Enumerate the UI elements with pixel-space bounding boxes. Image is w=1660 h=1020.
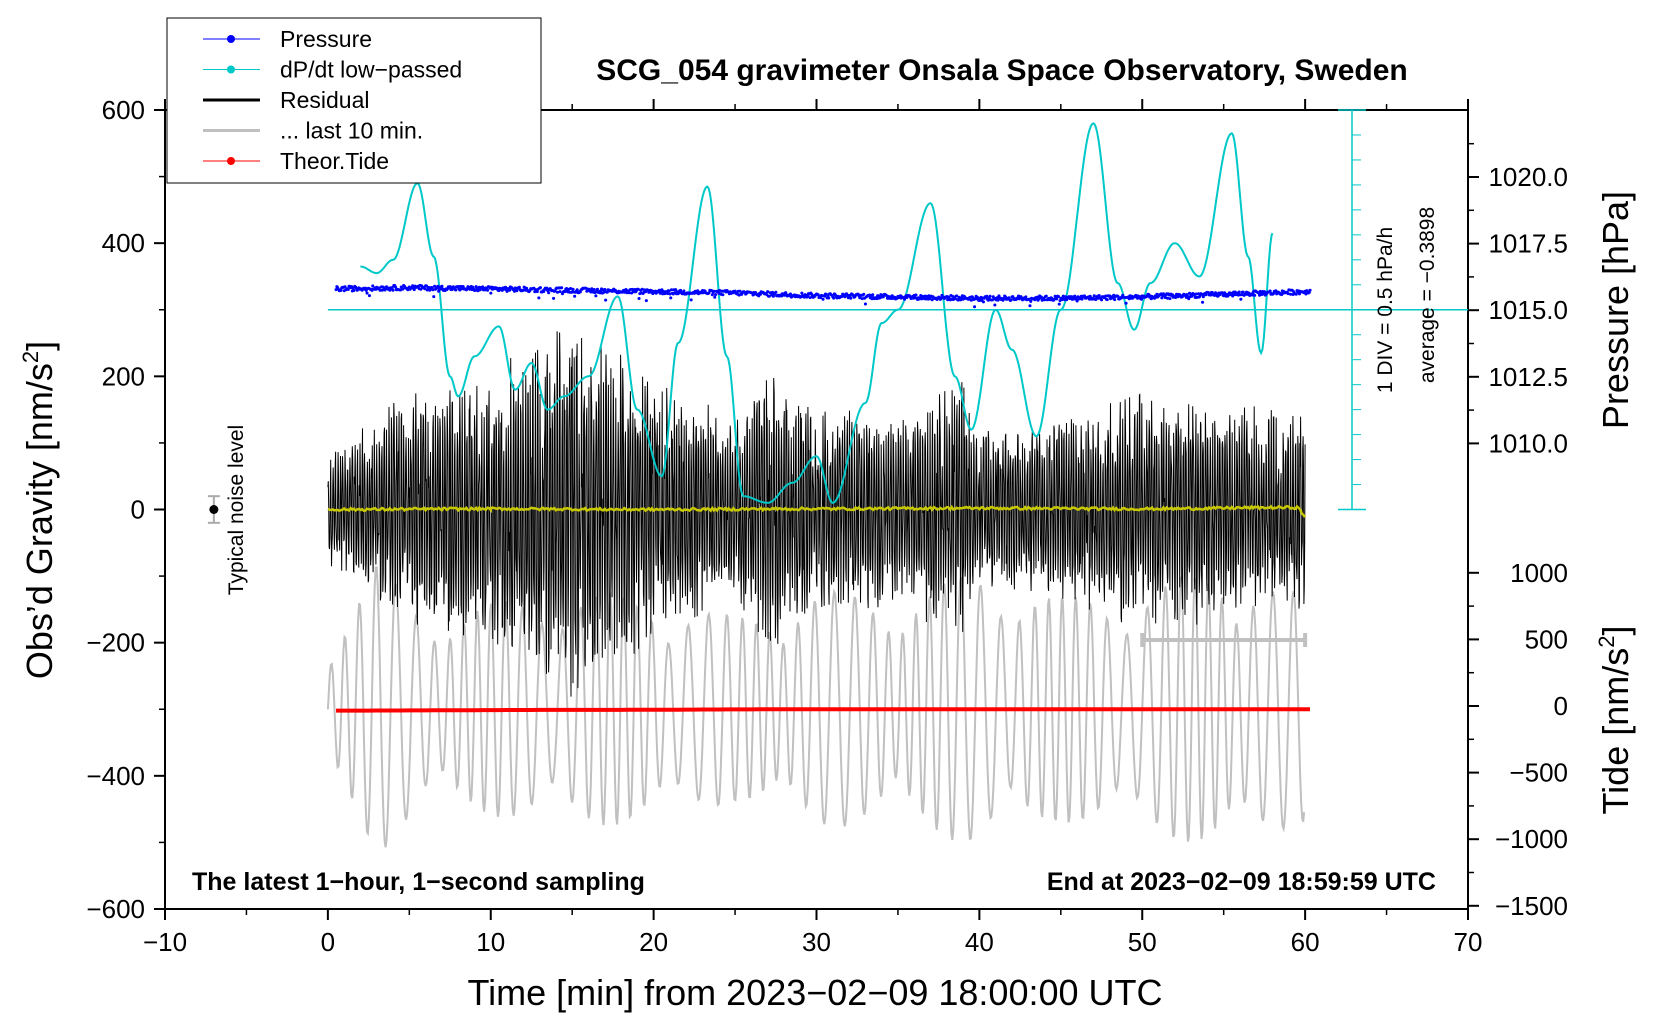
end-time-note: End at 2023−02−09 18:59:59 UTC — [1047, 868, 1436, 896]
axis-tick-labels: −10 0 10 20 30 40 50 60 70 600 400 200 0 −200 −400 −600… — [86, 95, 1568, 957]
x-tick-label: −10 — [143, 927, 187, 957]
chart-title: SCG_054 gravimeter Onsala Space Observat… — [596, 54, 1408, 87]
legend-swatch-dot — [227, 65, 235, 74]
y-tick-label: 0 — [131, 495, 145, 525]
series-theor-tide-line — [336, 707, 1310, 713]
pressure-tick-label: 1015.0 — [1488, 295, 1568, 325]
y-axis-title-tide-sup: 2 — [1594, 636, 1619, 648]
y-axis-title-left-sup: 2 — [18, 351, 43, 363]
y-axis-title-tide: Tide [nm/s2] — [1594, 626, 1636, 815]
x-tick-label: 30 — [802, 927, 831, 957]
noise-level-marker — [207, 495, 220, 524]
tide-tick-label: −1000 — [1495, 824, 1568, 854]
x-tick-label: 40 — [965, 927, 994, 957]
tide-tick-label: 0 — [1554, 691, 1568, 721]
noise-traces — [326, 566, 1306, 848]
series-layer — [327, 122, 1312, 713]
legend-label: Residual — [280, 87, 370, 113]
y-tick-label: 200 — [102, 361, 145, 391]
x-tick-label: 60 — [1291, 927, 1320, 957]
dpdt-average-note: average = −0.3898 — [1416, 207, 1439, 383]
tide-tick-label: 500 — [1525, 624, 1568, 654]
y-axis-title-left-tail: ] — [19, 341, 60, 351]
legend-swatch-dot — [227, 35, 235, 43]
pressure-tick-label: 1017.5 — [1488, 229, 1568, 259]
y-tick-label: −400 — [86, 761, 145, 791]
y-axis-title-tide-tail: ] — [1595, 626, 1636, 636]
series-residual-line — [327, 331, 1306, 697]
x-axis-title: Time [min] from 2023−02−09 18:00:00 UTC — [467, 972, 1162, 1013]
y-axis-title-left-main: Obs’d Gravity [nm/s — [19, 363, 60, 679]
noise-point — [209, 505, 219, 514]
y-tick-label: 600 — [102, 95, 145, 125]
legend-label: ... last 10 min. — [280, 118, 423, 144]
x-tick-label: 0 — [321, 927, 335, 957]
y-axis-title-pressure: Pressure [hPa] — [1595, 191, 1636, 429]
x-tick-label: 70 — [1454, 927, 1483, 957]
x-tick-label: 50 — [1128, 927, 1157, 957]
sampling-note: The latest 1−hour, 1−second sampling — [192, 868, 645, 896]
y-tick-label: 400 — [102, 228, 145, 258]
pressure-tick-label: 1010.0 — [1488, 428, 1568, 458]
y-axis-title-left: Obs’d Gravity [nm/s2] — [18, 341, 60, 679]
series-dpdt-line — [360, 122, 1274, 504]
series-last-10-min-line — [326, 566, 1306, 848]
legend-label: Theor.Tide — [280, 148, 389, 174]
tide-tick-label: −1500 — [1495, 891, 1568, 921]
tide-tick-label: −500 — [1509, 758, 1568, 788]
pressure-tick-label: 1020.0 — [1488, 162, 1568, 192]
legend-swatch-dot — [227, 157, 235, 165]
x-tick-label: 20 — [639, 927, 668, 957]
pressure-tick-label: 1012.5 — [1488, 362, 1568, 392]
y-axis-title-tide-main: Tide [nm/s — [1595, 648, 1636, 815]
tide-tick-label: 1000 — [1510, 558, 1568, 588]
legend-label: Pressure — [280, 26, 372, 52]
legend-label: dP/dt low−passed — [280, 57, 462, 83]
series-residual-lowpass-line — [327, 504, 1307, 518]
last-10-min-range — [1140, 633, 1308, 647]
x-tick-label: 10 — [476, 927, 505, 957]
noise-level-label: Typical noise level — [225, 425, 248, 595]
series-pressure-dots — [334, 283, 1312, 309]
legend: Pressure dP/dt low−passed Residual ... last… — [166, 17, 542, 184]
y-tick-label: −600 — [86, 894, 145, 924]
y-tick-label: −200 — [86, 628, 145, 658]
dpdt-scale-note: 1 DIV = 0.5 hPa/h — [1374, 227, 1397, 393]
